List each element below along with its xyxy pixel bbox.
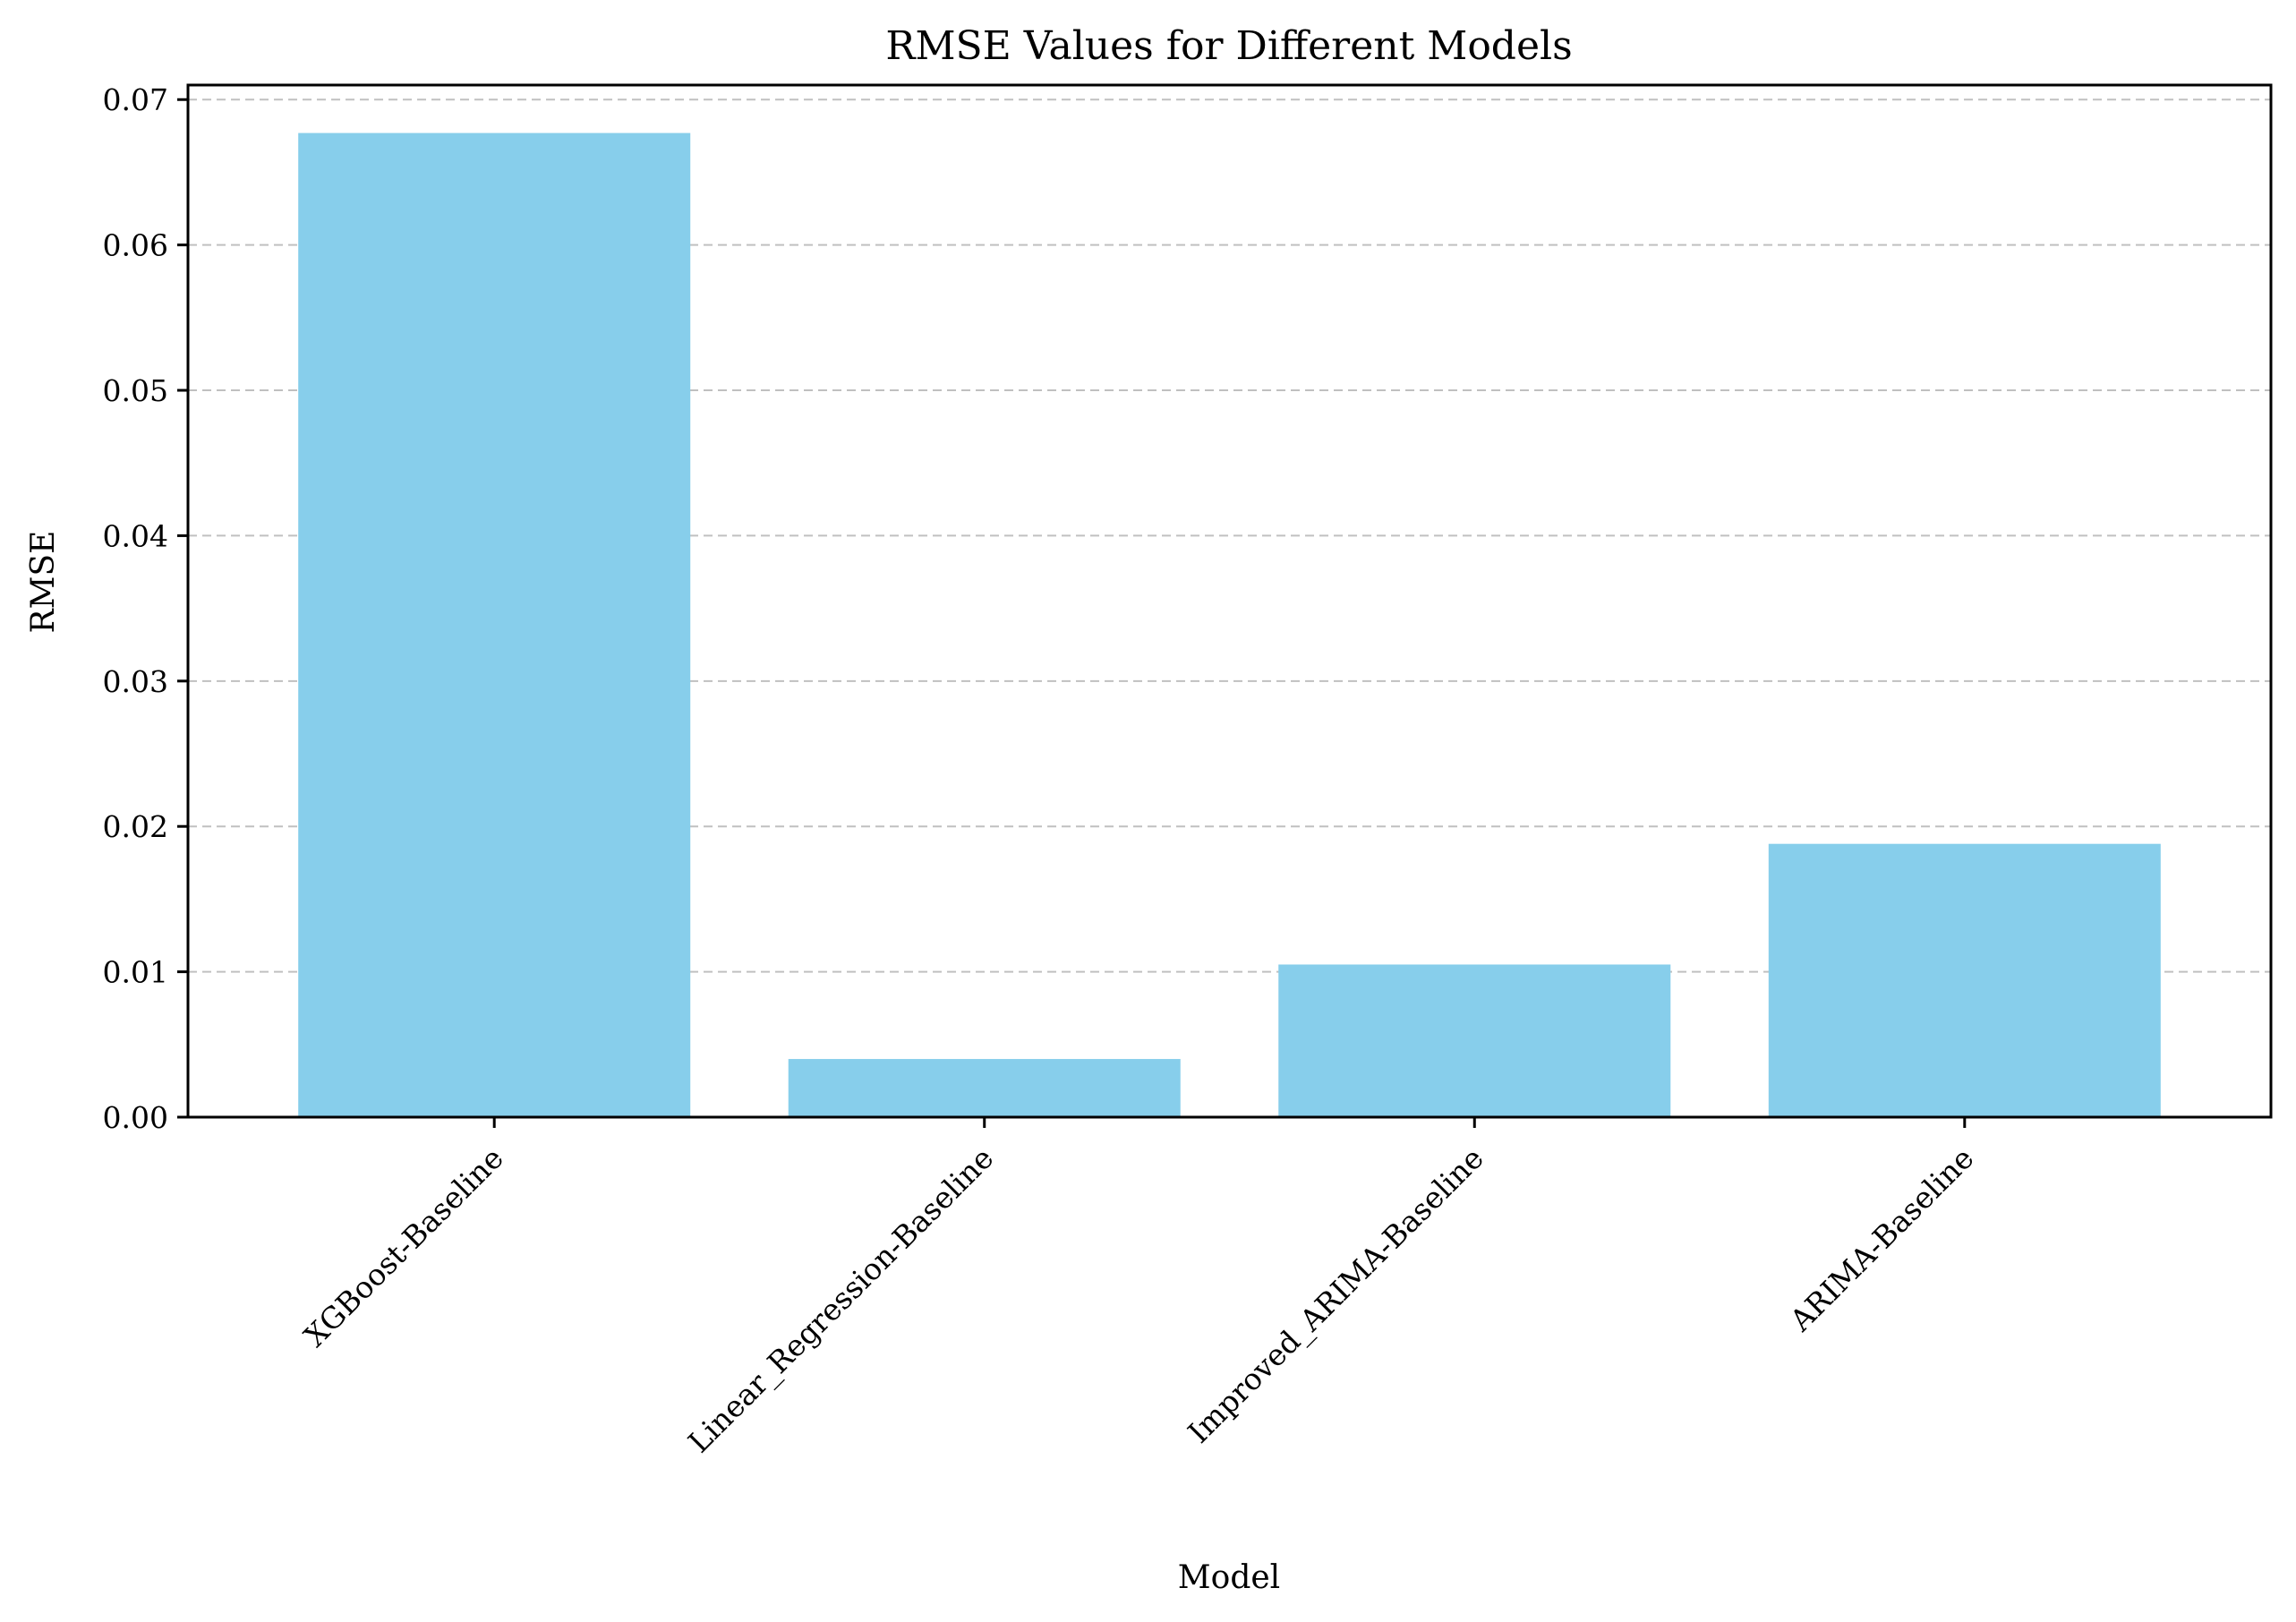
x-axis-label: Model: [1178, 1559, 1280, 1596]
y-axis-ticks: 0.00 0.01 0.02 0.03 0.04 0.05 0.06 0.07: [103, 82, 188, 1135]
bar-xgboost-baseline: [298, 132, 691, 1118]
bars: [298, 132, 2161, 1118]
x-tick-label: Improved_ARIMA-Baseline: [1181, 1140, 1490, 1450]
bar-arima-baseline: [1768, 843, 2161, 1117]
x-tick-label: XGBoost-Baseline: [297, 1140, 510, 1353]
bar-linear-regression-baseline: [788, 1059, 1181, 1117]
x-tick-label: Linear_Regression-Baseline: [681, 1140, 1001, 1460]
y-tick-label: 0.05: [103, 373, 168, 408]
plot-frame: [186, 83, 2273, 1119]
x-axis-ticks: XGBoost-Baseline Linear_Regression-Baseli…: [297, 1117, 1980, 1460]
chart-title: RMSE Values for Different Models: [885, 23, 1572, 69]
y-tick-label: 0.02: [103, 809, 168, 844]
x-tick-label: ARIMA-Baseline: [1782, 1140, 1980, 1338]
y-tick-label: 0.07: [103, 82, 168, 117]
y-tick-label: 0.06: [103, 228, 168, 263]
y-tick-label: 0.04: [103, 518, 168, 553]
y-tick-label: 0.01: [103, 955, 168, 990]
y-tick-label: 0.03: [103, 664, 168, 699]
y-tick-label: 0.00: [103, 1100, 168, 1135]
bar-improved-arima-baseline: [1278, 964, 1671, 1117]
y-axis-label: RMSE: [25, 531, 62, 634]
